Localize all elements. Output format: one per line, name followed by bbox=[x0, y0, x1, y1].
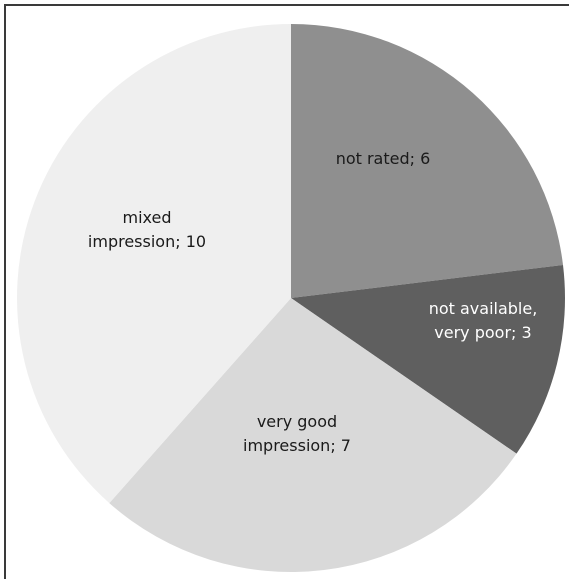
pie-slice-label-2: not available, very poor; 3 bbox=[429, 299, 538, 342]
chart-frame bbox=[4, 4, 569, 579]
pie-slice-label-line: mixed bbox=[122, 208, 171, 227]
pie-slice-label-line: not rated; 6 bbox=[336, 149, 431, 168]
pie-slice-4 bbox=[17, 24, 291, 504]
pie-slice-label-3: very good impression; 7 bbox=[243, 412, 351, 455]
pie-slice-label-4: mixed impression; 10 bbox=[88, 208, 206, 251]
pie-slice-label-line: impression; 10 bbox=[88, 232, 206, 251]
pie-slice-1 bbox=[291, 24, 564, 298]
pie-slice-label-line: very good bbox=[257, 412, 337, 431]
pie-slice-label-line: not available, bbox=[429, 299, 538, 318]
pie-slice-3 bbox=[109, 298, 517, 573]
pie-slice-label-line: very poor; 3 bbox=[434, 323, 531, 342]
pie-slice-label-1: not rated; 6 bbox=[336, 149, 431, 168]
pie-slice-label-line: impression; 7 bbox=[243, 436, 351, 455]
pie-slice-2 bbox=[291, 264, 565, 454]
